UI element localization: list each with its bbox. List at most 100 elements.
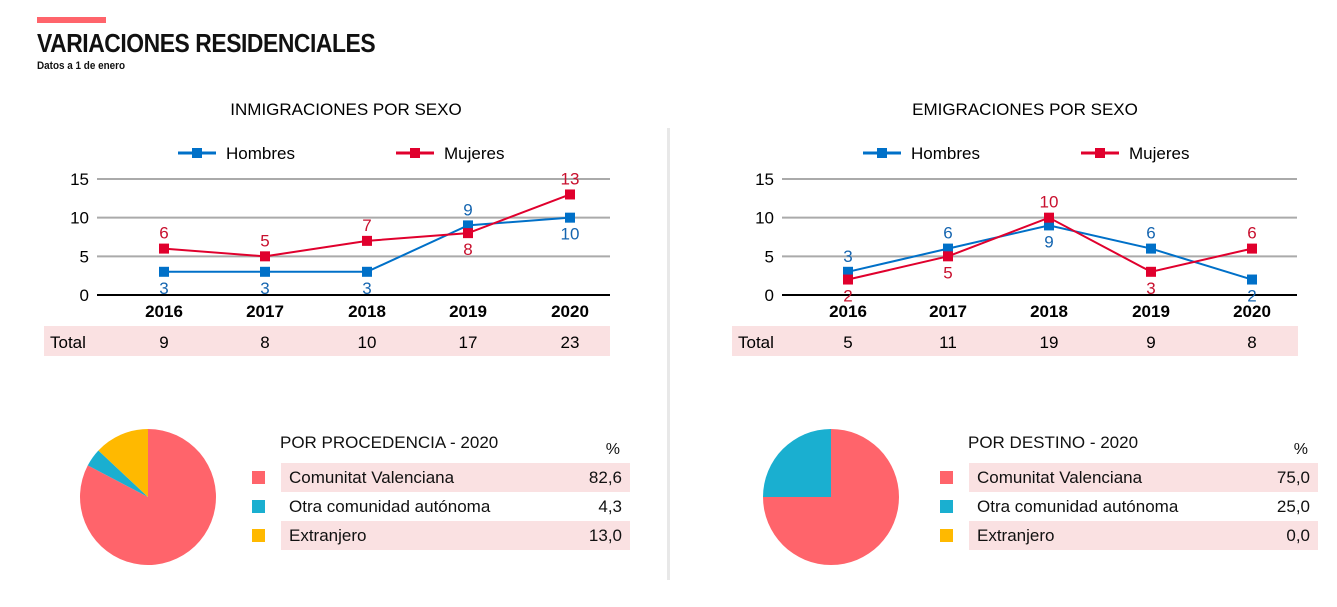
legend-row: Otra comunidad autónoma 25,0 (938, 492, 1318, 521)
x-tick-label: 2019 (449, 302, 487, 321)
legend-row: Otra comunidad autónoma 4,3 (250, 492, 630, 521)
percent-value: 0,0 (1286, 525, 1310, 545)
total-value: 17 (459, 333, 478, 352)
y-tick-label: 15 (755, 170, 774, 189)
data-label: 3 (362, 279, 371, 298)
pie-slice (763, 429, 831, 497)
legend-row: Extranjero 13,0 (250, 521, 630, 550)
legend-label-mujeres: Mujeres (444, 144, 504, 163)
y-tick-label: 5 (80, 247, 89, 266)
category-label: Comunitat Valenciana (977, 467, 1143, 487)
percent-value: 13,0 (588, 525, 622, 545)
category-label: Extranjero (289, 525, 367, 545)
category-label: Extranjero (977, 525, 1055, 545)
data-label: 8 (463, 240, 472, 259)
pie-slice (79, 429, 217, 565)
data-label: 2 (843, 287, 852, 306)
chart-title: EMIGRACIONES POR SEXO (912, 100, 1138, 119)
total-value: 5 (843, 333, 852, 352)
procedencia-pie-chart (79, 429, 217, 565)
legend-label-hombres: Hombres (911, 144, 980, 163)
divider (667, 128, 670, 580)
pie-title: POR DESTINO - 2020 (968, 433, 1139, 452)
data-label: 9 (463, 200, 472, 219)
data-point (843, 274, 853, 285)
legend-label-hombres: Hombres (226, 144, 295, 163)
page-title: VARIACIONES RESIDENCIALES (37, 28, 376, 58)
legend-swatch (940, 529, 953, 542)
legend-swatch (252, 500, 265, 513)
category-label: Otra comunidad autónoma (289, 496, 491, 516)
x-tick-label: 2018 (1030, 302, 1068, 321)
y-tick-label: 0 (80, 286, 89, 305)
accent-bar (37, 17, 106, 23)
data-point (1146, 243, 1156, 254)
legend-swatch (252, 529, 265, 542)
total-value: 9 (159, 333, 168, 352)
total-value: 19 (1040, 333, 1059, 352)
data-label: 13 (561, 169, 580, 188)
data-point (463, 220, 473, 231)
legend-row: Comunitat Valenciana 75,0 (938, 463, 1318, 492)
data-point (843, 266, 853, 277)
y-tick-label: 10 (755, 209, 774, 228)
data-point (1247, 274, 1257, 285)
table-header: POR PROCEDENCIA - 2020% (250, 433, 630, 463)
pie-title: POR PROCEDENCIA - 2020 (280, 433, 499, 452)
data-point (260, 251, 270, 262)
chart-title: INMIGRACIONES POR SEXO (230, 100, 461, 119)
data-point (159, 243, 169, 254)
data-label: 5 (943, 263, 952, 282)
data-point (362, 266, 372, 277)
data-label: 2 (1247, 287, 1256, 306)
data-point (1044, 220, 1054, 231)
percent-value: 4,3 (598, 496, 622, 516)
x-tick-label: 2017 (246, 302, 284, 321)
percent-value: 25,0 (1276, 496, 1310, 516)
page-subtitle: Datos a 1 de enero (37, 60, 126, 72)
data-label: 3 (843, 247, 852, 266)
category-label: Comunitat Valenciana (289, 467, 455, 487)
totals-label: Total (50, 333, 86, 352)
unit-label: % (605, 441, 620, 458)
legend-row: Extranjero 0,0 (938, 521, 1318, 550)
y-tick-label: 5 (765, 247, 774, 266)
data-label: 6 (1146, 224, 1155, 243)
legend-label-mujeres: Mujeres (1129, 144, 1189, 163)
data-point (260, 266, 270, 277)
data-point (943, 251, 953, 262)
legend-marker-mujeres (410, 148, 420, 158)
data-point (565, 212, 575, 223)
procedencia-table: POR PROCEDENCIA - 2020% Comunitat Valenci… (250, 433, 630, 550)
data-point (1044, 212, 1054, 223)
data-label: 6 (943, 224, 952, 243)
data-label: 6 (159, 224, 168, 243)
total-value: 8 (260, 333, 269, 352)
unit-label: % (1293, 441, 1308, 458)
totals-label: Total (738, 333, 774, 352)
data-point (565, 189, 575, 200)
data-label: 9 (1044, 232, 1053, 251)
legend-swatch (252, 471, 265, 484)
total-value: 10 (358, 333, 377, 352)
total-value: 11 (939, 333, 957, 352)
total-value: 23 (561, 333, 580, 352)
destino-pie-chart (763, 429, 899, 565)
data-point (362, 235, 372, 246)
x-tick-label: 2016 (829, 302, 867, 321)
data-label: 6 (1247, 224, 1256, 243)
data-label: 5 (260, 231, 269, 250)
pie-slice (98, 429, 148, 497)
legend-swatch (940, 471, 953, 484)
x-tick-label: 2016 (145, 302, 183, 321)
y-tick-label: 0 (765, 286, 774, 305)
table-header: POR DESTINO - 2020% (938, 433, 1318, 463)
x-tick-label: 2017 (929, 302, 967, 321)
y-tick-label: 15 (70, 170, 89, 189)
data-point (159, 266, 169, 277)
data-point (1146, 266, 1156, 277)
data-point (1247, 243, 1257, 254)
x-tick-label: 2019 (1132, 302, 1170, 321)
data-label: 7 (362, 216, 371, 235)
